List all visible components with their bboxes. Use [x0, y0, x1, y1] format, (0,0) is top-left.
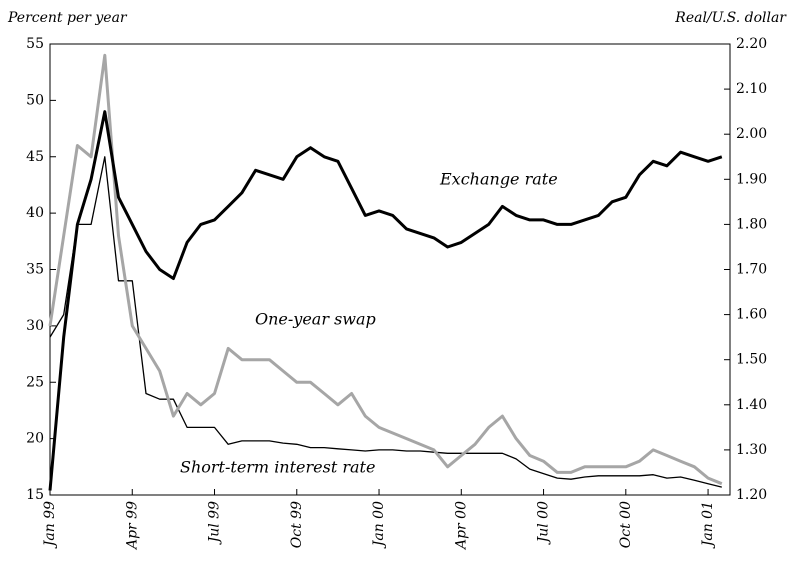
x-tick-label: Jul 00	[536, 501, 552, 545]
y2-tick-label: 1.70	[736, 262, 767, 278]
y2-tick-label: 1.80	[736, 216, 767, 232]
x-tick-label: Jan 99	[42, 501, 58, 549]
x-tick-label: Jul 99	[207, 501, 223, 545]
annotation: Short-term interest rate	[180, 458, 375, 477]
y-tick-label: 35	[26, 262, 44, 278]
y2-tick-label: 1.60	[736, 307, 767, 323]
annotation: One-year swap	[255, 310, 376, 329]
y-tick-label: 30	[26, 318, 44, 334]
y-axis-title: Percent per year	[7, 10, 128, 26]
y2-axis-title: Real/U.S. dollar	[674, 10, 787, 26]
y2-tick-label: 1.90	[736, 171, 767, 187]
plot-frame	[49, 43, 731, 496]
x-tick-label: Oct 99	[289, 501, 305, 548]
y2-tick-label: 1.50	[736, 352, 767, 368]
series-line	[48, 110, 723, 491]
y2-tick-label: 1.40	[736, 397, 767, 413]
y2-tick-label: 1.30	[736, 442, 767, 458]
annotation: Exchange rate	[439, 170, 558, 189]
series-line	[48, 53, 723, 486]
y-tick-label: 25	[26, 374, 44, 390]
y-tick-label: 40	[26, 205, 44, 221]
y2-tick-label: 2.20	[736, 36, 767, 52]
y-tick-label: 50	[26, 92, 44, 108]
y2-tick-label: 2.00	[736, 126, 767, 142]
x-tick-label: Apr 99	[124, 501, 140, 551]
y-tick-label: 20	[26, 431, 44, 447]
x-tick-label: Jan 00	[371, 501, 387, 549]
y-tick-label: 15	[26, 487, 44, 503]
y2-tick-label: 1.20	[736, 487, 767, 503]
y-tick-label: 55	[26, 36, 44, 52]
x-tick-label: Apr 00	[453, 501, 469, 551]
series-line	[49, 156, 722, 488]
y2-tick-label: 2.10	[736, 81, 767, 97]
x-tick-label: Oct 00	[618, 501, 634, 548]
x-tick-label: Jan 01	[700, 501, 716, 549]
y-tick-label: 45	[26, 149, 44, 165]
